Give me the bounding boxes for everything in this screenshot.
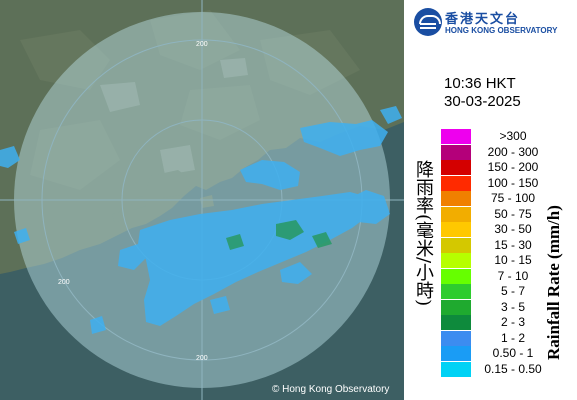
legend-range-label: 15 - 30 (494, 237, 532, 252)
legend-row: 0.15 - 0.50 (441, 361, 577, 377)
legend-range-label: 0.15 - 0.50 (484, 361, 542, 376)
legend-range-label: 50 - 75 (494, 206, 532, 221)
range-label-west: 200 (58, 279, 70, 286)
legend-range-label: 30 - 50 (494, 222, 532, 236)
legend-swatch (441, 237, 471, 253)
legend-range-label: 7 - 10 (497, 268, 529, 283)
hko-logo: 香港天文台 HONG KONG OBSERVATORY (414, 8, 574, 40)
legend-swatch (441, 191, 471, 206)
legend-row: 10 - 15 (441, 253, 577, 268)
legend-row: 5 - 7 (441, 284, 577, 299)
logo-english-name: HONG KONG OBSERVATORY (445, 26, 558, 35)
legend-swatch (441, 129, 471, 144)
rainfall-legend: >300 200 - 300 150 - 200 100 - 150 75 - 100 5… (441, 129, 577, 378)
legend-panel: 香港天文台 HONG KONG OBSERVATORY 10:36 HKT 30… (404, 0, 577, 400)
legend-range-label: 100 - 150 (487, 175, 539, 190)
legend-range-label: 3 - 5 (500, 299, 525, 314)
legend-title-english: Rainfall Rate (mm/h) (544, 205, 563, 360)
observation-date: 30-03-2025 (444, 93, 521, 110)
legend-range-label: 75 - 100 (490, 191, 536, 205)
legend-swatch (441, 330, 471, 346)
legend-row: 3 - 5 (441, 299, 577, 315)
logo-chinese-name: 香港天文台 (445, 12, 521, 27)
legend-swatch (441, 144, 471, 160)
legend-row: 2 - 3 (441, 315, 577, 330)
legend-title-chinese: 降雨率(毫米/小時) (413, 160, 434, 307)
legend-row: 7 - 10 (441, 268, 577, 284)
legend-range-label: 1 - 2 (500, 330, 525, 345)
legend-range-label: >300 (499, 129, 527, 143)
copyright-text: © Hong Kong Observatory (272, 384, 390, 395)
legend-swatch (441, 160, 471, 175)
legend-range-label: 2 - 3 (500, 315, 525, 329)
urban-areas (100, 58, 248, 175)
legend-row: >300 (441, 129, 577, 144)
rain-echoes (0, 106, 402, 334)
legend-swatch (441, 315, 471, 330)
land-texture (20, 10, 360, 190)
observation-time: 10:36 HKT (444, 75, 516, 92)
legend-range-label: 150 - 200 (487, 160, 539, 174)
legend-row: 15 - 30 (441, 237, 577, 253)
legend-range-label: 200 - 300 (487, 144, 539, 159)
legend-swatch (441, 299, 471, 315)
legend-row: 1 - 2 (441, 330, 577, 346)
legend-swatch (441, 222, 471, 237)
hko-emblem-icon (414, 8, 442, 36)
islands-small (112, 195, 214, 222)
island-lantau (146, 170, 192, 198)
legend-swatch (441, 361, 471, 377)
range-label-north: 200 (196, 41, 208, 48)
legend-row: 30 - 50 (441, 222, 577, 237)
legend-swatch (441, 284, 471, 299)
legend-swatch (441, 346, 471, 361)
legend-row: 0.50 - 1 (441, 346, 577, 361)
legend-row: 100 - 150 (441, 175, 577, 191)
legend-swatch (441, 268, 471, 284)
legend-range-label: 10 - 15 (494, 253, 532, 267)
range-label-south: 200 (196, 355, 208, 362)
legend-swatch (441, 253, 471, 268)
legend-row: 75 - 100 (441, 191, 577, 206)
radar-image: 200 200 200 (0, 0, 404, 400)
rain-cores (226, 220, 332, 250)
legend-range-label: 5 - 7 (500, 284, 525, 298)
legend-row: 150 - 200 (441, 160, 577, 175)
legend-row: 200 - 300 (441, 144, 577, 160)
radar-map: 200 200 200 © Hong Kong Observatory (0, 0, 404, 400)
legend-range-label: 0.50 - 1 (492, 346, 534, 360)
legend-row: 50 - 75 (441, 206, 577, 222)
legend-swatch (441, 206, 471, 222)
legend-swatch (441, 175, 471, 191)
